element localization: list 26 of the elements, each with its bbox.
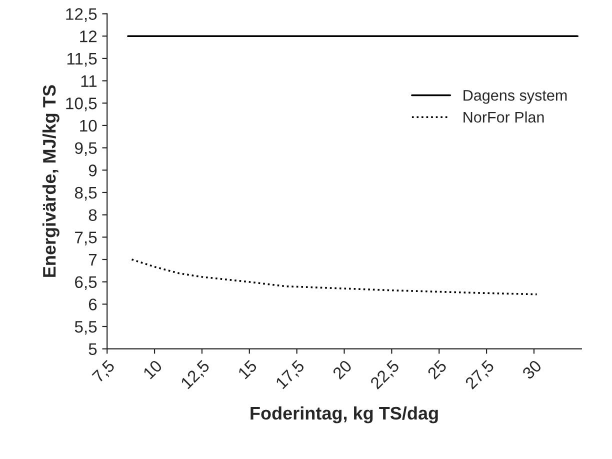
line-series <box>130 258 538 296</box>
y-tick-label: 9 <box>88 164 97 176</box>
legend-label: NorFor Plan <box>464 111 544 123</box>
y-tick-label: 6 <box>88 298 97 310</box>
x-tick-label: 25 <box>426 359 448 380</box>
y-axis-title: Energivärde, MJ/kg TS <box>42 85 60 277</box>
x-axis-title: Foderintag, kg TS/dag <box>250 406 438 424</box>
y-tick-label: 8 <box>88 209 97 222</box>
y-tick-label: 8,5 <box>74 186 97 201</box>
y-tick-label: 12,5 <box>66 8 97 22</box>
y-tick-label: 6,5 <box>75 276 97 290</box>
y-tick-label: 7 <box>88 254 97 266</box>
legend-label: Dagens system <box>464 90 567 104</box>
x-tick-label: 10 <box>142 359 163 380</box>
y-tick-label: 5 <box>88 343 97 356</box>
y-tick-label: 11,5 <box>67 53 97 67</box>
y-tick-label: 5,5 <box>74 321 97 335</box>
y-tick-label: 12 <box>80 30 97 42</box>
y-tick-label: 11 <box>81 75 97 87</box>
x-tick-label: 30 <box>522 359 542 380</box>
y-tick-label: 10 <box>80 120 97 132</box>
y-tick-label: 9,5 <box>74 142 97 156</box>
x-tick-label: 15 <box>238 359 258 380</box>
x-tick-label: 20 <box>332 359 352 380</box>
y-tick-label: 7,5 <box>75 232 97 246</box>
y-tick-label: 10,5 <box>66 98 97 112</box>
